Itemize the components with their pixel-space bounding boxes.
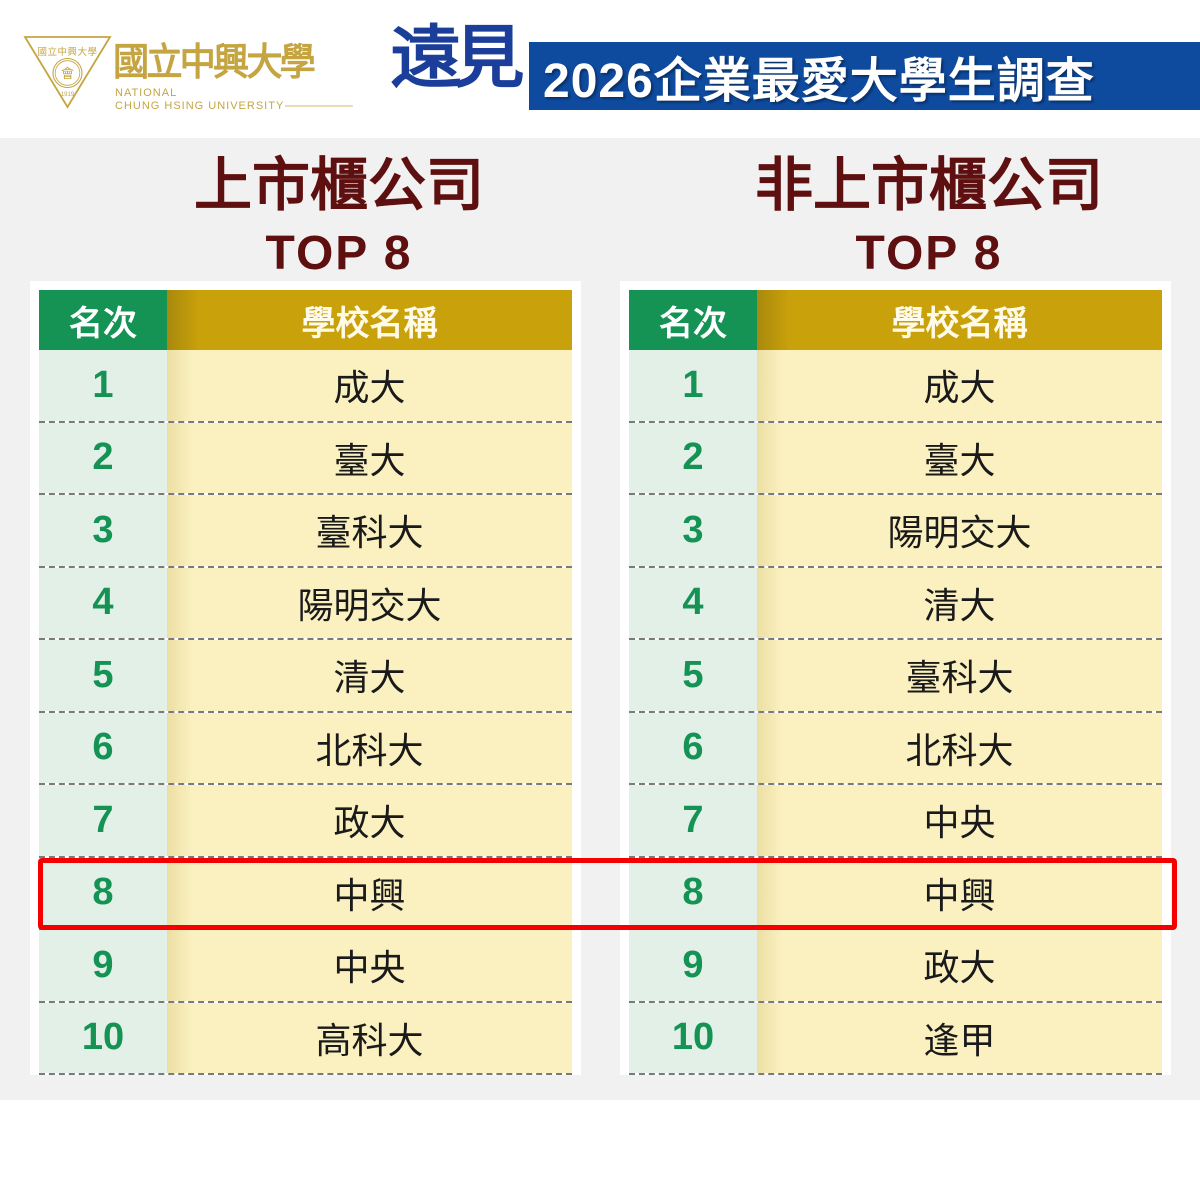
svg-text:CHUNG HSING UNIVERSITY: CHUNG HSING UNIVERSITY bbox=[115, 100, 284, 112]
svg-text:國立中興大學: 國立中興大學 bbox=[113, 42, 315, 84]
svg-text:1919: 1919 bbox=[61, 92, 75, 98]
svg-text:國立中興大學: 國立中興大學 bbox=[37, 46, 97, 58]
svg-text:會: 會 bbox=[61, 66, 74, 81]
svg-text:NATIONAL: NATIONAL bbox=[115, 87, 177, 99]
